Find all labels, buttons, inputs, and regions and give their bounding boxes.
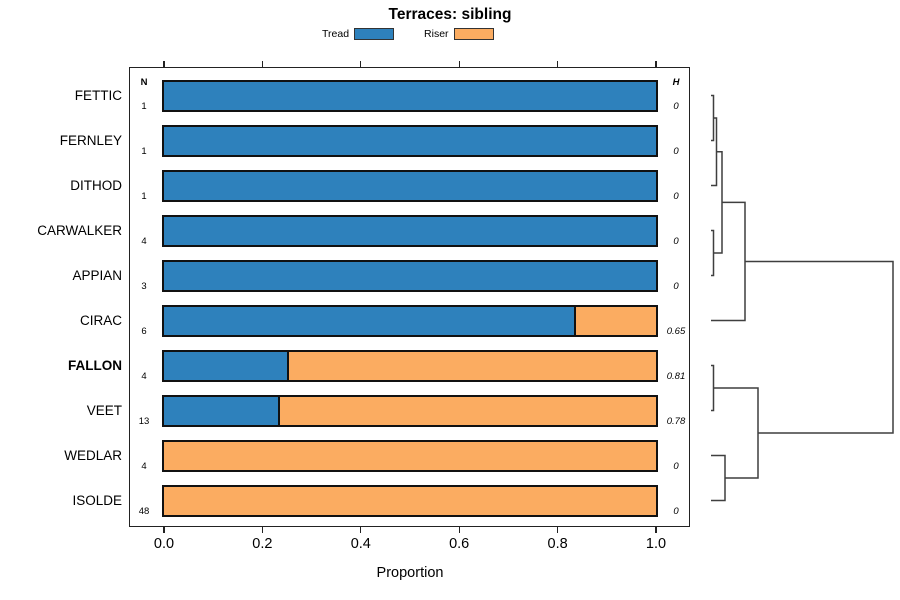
dendrogram-segment [711,229,715,277]
h-value: 0.81 [666,370,686,382]
category-label: FERNLEY [59,132,122,148]
n-value: 13 [138,415,150,427]
n-value: 48 [138,505,150,517]
legend-swatch-riser-icon [453,27,494,40]
x-tick-label: 1.0 [645,536,667,552]
category-label: ISOLDE [72,492,122,508]
x-tick-bottom [458,527,460,533]
x-tick-top [360,61,362,67]
x-tick-bottom [655,527,657,533]
n-value: 3 [141,280,147,292]
stacked-bar [162,169,658,202]
category-label: FETTIC [74,87,122,103]
h-value: 0 [673,145,679,157]
column-header-n: N [140,77,148,88]
x-tick-label: 0.0 [153,536,175,552]
bar-segment-tread [164,261,656,290]
legend: Tread Riser [322,26,494,41]
dendrogram-segment [713,151,723,254]
stacked-bar [162,79,658,112]
category-label: CIRAC [79,312,122,328]
n-value: 4 [141,235,147,247]
category-label: DITHOD [70,177,122,193]
bar-segment-tread [164,81,656,110]
x-tick-bottom [261,527,263,533]
h-value: 0.78 [666,415,686,427]
x-tick-bottom [360,527,362,533]
h-value: 0 [673,100,679,112]
h-value: 0 [673,505,679,517]
h-value: 0 [673,280,679,292]
x-tick-label: 0.4 [350,536,371,552]
x-tick-label: 0.6 [449,536,470,552]
dendrogram-segment [745,260,894,434]
stacked-bar [162,484,658,517]
x-tick-label: 0.2 [252,536,273,552]
bar-segment-tread [164,171,656,200]
stacked-bar [162,439,658,472]
category-label: WEDLAR [64,447,122,463]
bar-segment-riser [164,441,656,470]
stacked-bar [162,349,658,382]
category-label: CARWALKER [37,222,122,238]
stacked-bar [162,124,658,157]
chart-title: Terraces: sibling [388,6,512,23]
x-tick-top [557,61,559,67]
stacked-bar [162,214,658,247]
h-value: 0 [673,235,679,247]
n-value: 4 [141,460,147,472]
column-header-h: H [672,77,680,88]
bar-segment-tread [164,306,574,335]
category-label: VEET [86,402,122,418]
bar-segment-tread [164,216,656,245]
bar-segment-riser [287,351,656,380]
n-value: 1 [141,100,147,112]
h-value: 0 [673,190,679,202]
x-tick-bottom [163,527,165,533]
x-tick-top [163,61,165,67]
dendrogram-segment [711,454,726,502]
n-value: 1 [141,190,147,202]
legend-label-tread: Tread [322,27,350,40]
bar-segment-tread [164,351,287,380]
h-value: 0 [673,460,679,472]
stacked-bar [162,304,658,337]
bar-segment-riser [277,396,656,425]
stacked-bar [162,259,658,292]
x-axis-title: Proportion [376,565,444,581]
bar-segment-tread [164,396,278,425]
dendrogram-segment [711,117,718,187]
dendrogram-segment [713,387,759,479]
category-label: FALLON [68,357,122,373]
h-value: 0.65 [666,325,686,337]
bar-segment-riser [164,486,656,515]
category-label: APPIAN [72,267,122,283]
dendrogram-segment [711,94,715,142]
x-tick-top [655,61,657,67]
legend-label-riser: Riser [424,27,449,40]
bar-segment-riser [573,306,656,335]
n-value: 1 [141,145,147,157]
legend-swatch-tread-icon [354,27,395,40]
dendrogram-segment [711,364,715,412]
x-tick-bottom [557,527,559,533]
x-tick-label: 0.8 [547,536,568,552]
x-tick-top [261,61,263,67]
stacked-bar [162,394,658,427]
n-value: 6 [141,325,147,337]
bar-segment-tread [164,126,656,155]
x-tick-top [458,61,460,67]
dendrogram-segment [711,201,746,322]
n-value: 4 [141,370,147,382]
